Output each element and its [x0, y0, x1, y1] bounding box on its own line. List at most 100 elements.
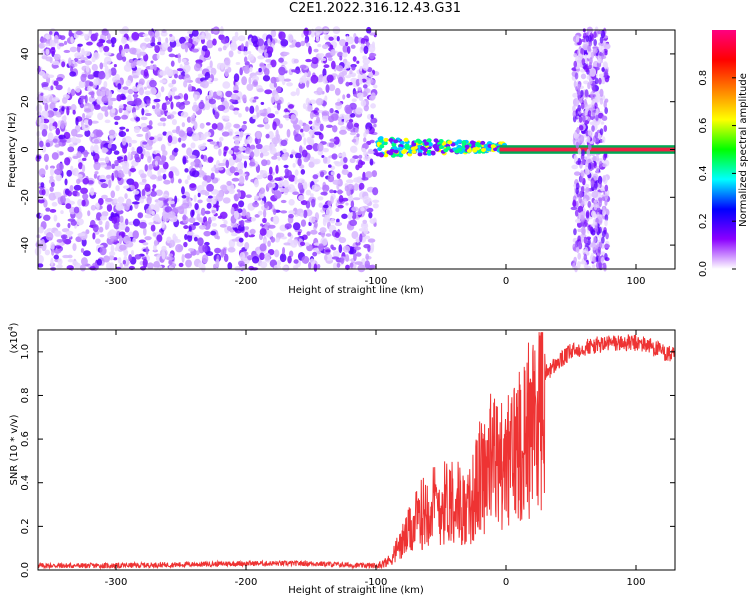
snr-panel: -300 -200 -100 0 100 0.0 0.2 0.4 0.6 0.8 1.0 Heigh… — [7, 322, 676, 596]
heatmap-cell — [326, 74, 334, 83]
heatmap-cell — [216, 122, 224, 131]
heatmap-cell — [220, 37, 229, 44]
heatmap-cell — [332, 262, 338, 270]
heatmap-cell — [230, 93, 239, 100]
heatmap-cell — [229, 149, 234, 155]
heatmap-cell — [155, 189, 163, 196]
heatmap-cell — [342, 245, 351, 253]
heatmap-cell — [181, 143, 186, 148]
heatmap-cell — [243, 50, 248, 56]
heatmap-cell — [121, 36, 127, 44]
heatmap-cell — [298, 145, 303, 154]
heatmap-cell — [202, 244, 208, 253]
heatmap-cell — [148, 136, 155, 140]
heatmap-cell — [160, 154, 167, 162]
heatmap-cell — [592, 118, 596, 126]
heatmap-cell — [165, 101, 171, 105]
heatmap-cell — [308, 120, 313, 125]
heatmap-cell — [354, 36, 360, 44]
heatmap-cell — [41, 81, 49, 88]
snr-ylabel: SNR (10 * v/v) — [9, 414, 20, 485]
heatmap-cell — [125, 79, 132, 87]
heatmap-cell — [403, 137, 409, 142]
heatmap-cell — [66, 169, 73, 177]
heatmap-cell — [219, 136, 224, 142]
heatmap-cell — [604, 198, 608, 207]
heatmap-cell — [300, 128, 304, 133]
heatmap-cell — [181, 186, 185, 195]
heatmap-cell — [54, 143, 60, 148]
snr-y-tick-label: 0.2 — [20, 518, 31, 534]
heatmap-cell — [40, 92, 44, 96]
heatmap-cell — [355, 241, 361, 246]
heatmap-cell — [65, 203, 72, 210]
heatmap-cell — [98, 220, 103, 226]
heatmap-cell — [230, 206, 235, 215]
heatmap-cell — [182, 156, 187, 165]
heatmap-cell — [157, 137, 163, 142]
heatmap-cell — [582, 115, 586, 123]
heatmap-cell — [229, 105, 235, 111]
heatmap-cell — [317, 142, 324, 152]
heatmap-cell — [401, 150, 407, 155]
heatmap-cell — [206, 197, 212, 203]
heatmap-cell — [295, 87, 300, 97]
heatmap-cell — [147, 169, 153, 178]
heatmap-cell — [393, 139, 399, 144]
heatmap-cell — [578, 115, 583, 123]
heatmap-cell — [363, 132, 367, 138]
heatmap-cell — [114, 160, 119, 165]
heatmap-cell — [288, 210, 296, 214]
heatmap-cell — [184, 253, 193, 259]
heatmap-cell — [114, 165, 123, 171]
heatmap-cell — [50, 242, 55, 250]
heatmap-cell — [158, 197, 166, 201]
heatmap-cell — [333, 136, 340, 145]
heatmap-cell — [304, 242, 310, 247]
heatmap-cell — [82, 113, 86, 119]
heatmap-cell — [56, 238, 63, 243]
heatmap-cell — [443, 148, 449, 153]
heatmap-cell — [321, 155, 325, 159]
heatmap-cell — [63, 40, 68, 45]
heatmap-cell — [257, 210, 263, 216]
heatmap-cell — [278, 57, 284, 63]
heatmap-cell — [148, 30, 153, 36]
heatmap-cell — [593, 31, 597, 39]
heatmap-cell — [363, 151, 369, 157]
heatmap-cell — [87, 74, 95, 80]
heatmap-cell — [221, 185, 228, 192]
heatmap-cell — [454, 149, 460, 154]
heatmap-cell — [388, 151, 394, 156]
heatmap-cell — [103, 255, 110, 263]
heatmap-cell — [229, 98, 236, 103]
heatmap-cell — [588, 224, 592, 232]
heatmap-cell — [243, 160, 248, 169]
heatmap-cell — [274, 177, 283, 182]
heatmap-cell — [300, 168, 306, 175]
heatmap-cell — [283, 78, 292, 82]
heatmap-cell — [143, 109, 149, 113]
heatmap-cell — [134, 153, 140, 161]
heatmap-cell — [325, 207, 333, 217]
heatmap-cell — [246, 83, 254, 92]
heatmap-cell — [103, 56, 112, 65]
heatmap-cell — [282, 188, 290, 194]
heatmap-cell — [254, 214, 260, 218]
heatmap-cell — [335, 207, 340, 213]
heatmap-cell — [53, 248, 62, 254]
heatmap-cell — [433, 138, 439, 143]
heatmap-cell — [360, 222, 368, 227]
heatmap-cell — [183, 61, 190, 66]
heatmap-cell — [602, 262, 607, 270]
heatmap-cell — [599, 88, 604, 98]
heatmap-cell — [128, 254, 133, 262]
heatmap-cell — [350, 200, 355, 208]
heatmap-cell — [264, 123, 270, 130]
heatmap-cell — [162, 173, 167, 180]
heatmap-cell — [362, 84, 368, 89]
heatmap-cell — [55, 174, 62, 182]
heatmap-cell — [247, 136, 253, 144]
heatmap-cell — [581, 158, 585, 166]
